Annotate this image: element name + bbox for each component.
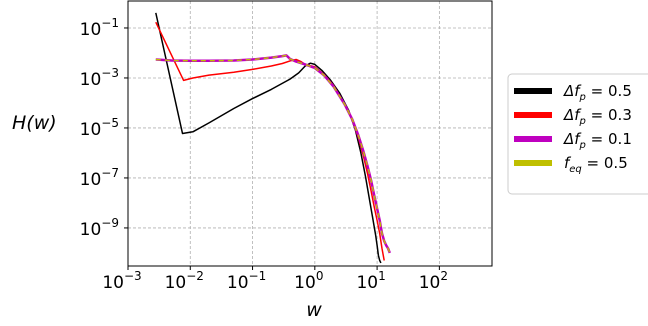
x-tick-label: 10−3	[102, 269, 141, 293]
series-line-0	[155, 12, 382, 264]
legend-label-3: feq = 0.5	[564, 154, 628, 175]
legend-label-0: Δfp = 0.5	[563, 82, 632, 103]
plot-frame	[127, 0, 493, 267]
legend-label-2: Δfp = 0.1	[563, 130, 632, 151]
x-tick-label: 10−1	[227, 269, 266, 293]
y-tick-label: 10−3	[80, 66, 119, 90]
y-tick-label: 10−9	[80, 216, 119, 240]
x-tick-label: 102	[419, 269, 448, 293]
y-tick-label: 10−7	[80, 166, 119, 190]
y-axis-label: H(w)	[12, 112, 57, 134]
series-lines	[155, 12, 391, 264]
x-tick-label: 101	[356, 269, 385, 293]
plot-background	[128, 1, 492, 266]
x-axis-label: w	[306, 299, 322, 321]
series-line-3	[155, 54, 391, 254]
y-tick-label: 10−1	[80, 16, 119, 40]
x-tick-label: 100	[294, 269, 323, 293]
axis-ticks: 10−3 10−2 10−1 100 101 102 10−1 10−3 10−5 10−7 10−…	[80, 16, 448, 293]
y-tick-label: 10−5	[80, 116, 119, 140]
legend-label-1: Δfp = 0.3	[563, 106, 632, 127]
legend: Δfp = 0.5 Δfp = 0.3 Δfp = 0.1 feq = 0.5	[507, 73, 648, 195]
x-tick-label: 10−2	[165, 269, 204, 293]
